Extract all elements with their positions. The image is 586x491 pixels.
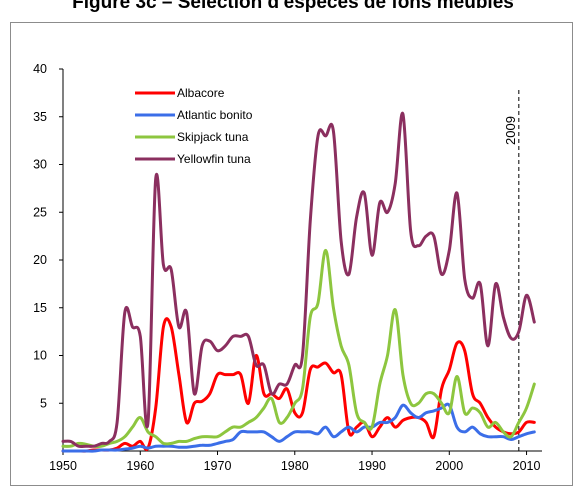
y-tick-label: 30 xyxy=(33,158,47,172)
legend-label-atlantic-bonito: Atlantic bonito xyxy=(177,108,253,122)
series-line-atlantic-bonito xyxy=(61,402,536,453)
x-tick-label: 1960 xyxy=(126,459,154,473)
x-tick-label: 1980 xyxy=(281,459,309,473)
y-tick-label: 15 xyxy=(33,301,47,315)
y-tick-label: 20 xyxy=(33,253,47,267)
y-tick-label: 10 xyxy=(33,349,47,363)
x-tick-label: 1970 xyxy=(204,459,232,473)
x-tick-label: 2000 xyxy=(435,459,463,473)
y-tick-label: 40 xyxy=(33,62,47,76)
series-line-yellowfin-tuna xyxy=(61,111,536,449)
x-tick-label: 1990 xyxy=(358,459,386,473)
chart-frame xyxy=(10,22,573,486)
series-line-skipjack-tuna xyxy=(61,248,536,448)
series-line-albacore xyxy=(61,317,536,453)
y-tick-label: 25 xyxy=(33,205,47,219)
y-tick-label: 35 xyxy=(33,110,47,124)
legend-label-yellowfin-tuna: Yellowfin tuna xyxy=(177,152,251,166)
reference-line-label: 2009 xyxy=(503,116,518,145)
legend-label-skipjack-tuna: Skipjack tuna xyxy=(177,130,249,144)
chart-title: Figure 3c – Sélection d'espèces de fons … xyxy=(72,0,514,13)
x-tick-label: 2010 xyxy=(513,459,541,473)
legend-label-albacore: Albacore xyxy=(177,86,225,100)
x-tick-label: 1950 xyxy=(49,459,77,473)
y-tick-label: 5 xyxy=(40,396,47,410)
